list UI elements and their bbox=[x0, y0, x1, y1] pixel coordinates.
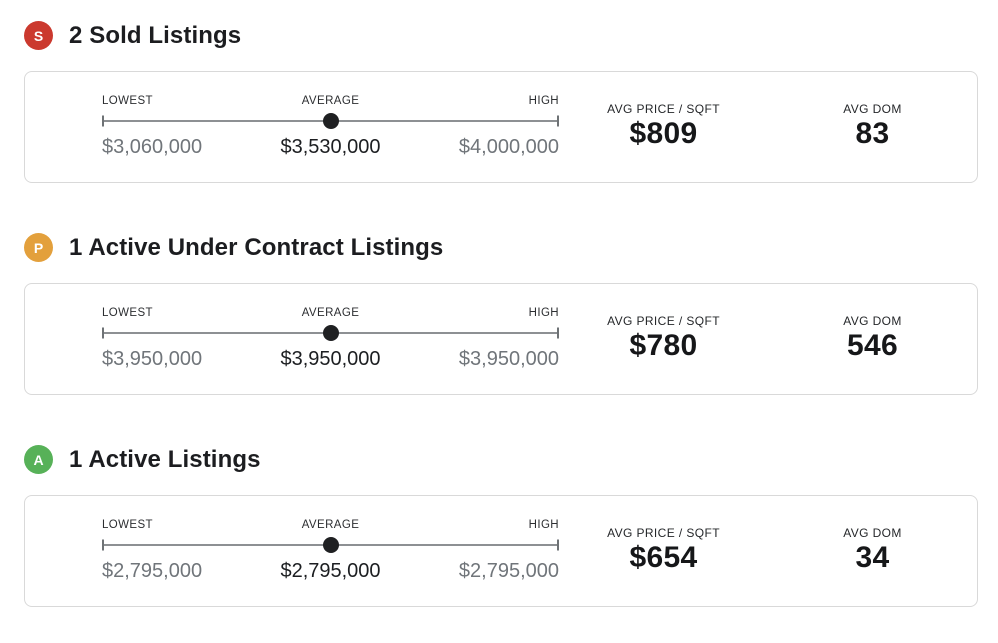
average-marker-dot bbox=[322, 112, 339, 129]
avg-dom-value: 34 bbox=[855, 540, 890, 574]
avg-price-sqft-stat: AVG PRICE / SQFT $809 bbox=[559, 102, 768, 153]
track-start-tick bbox=[102, 539, 104, 550]
avg-price-sqft-label: AVG PRICE / SQFT bbox=[607, 313, 720, 328]
lowest-label: LOWEST bbox=[102, 94, 153, 107]
sold-price-range-slider: LOWEST AVERAGE HIGH $3,060,000 $3,530,00… bbox=[102, 95, 559, 160]
sold-status-badge-icon: S bbox=[24, 21, 53, 50]
avg-price-sqft-value: $654 bbox=[629, 540, 698, 574]
active-section-header: A 1 Active Listings bbox=[24, 445, 978, 474]
active-under-contract-section: P 1 Active Under Contract Listings LOWES… bbox=[24, 233, 978, 395]
average-value: $2,795,000 bbox=[280, 559, 381, 582]
average-marker-dot bbox=[322, 536, 339, 553]
avg-price-sqft-label: AVG PRICE / SQFT bbox=[607, 101, 720, 116]
avg-price-sqft-value: $809 bbox=[629, 116, 698, 150]
range-track bbox=[102, 112, 559, 129]
avg-price-sqft-stat: AVG PRICE / SQFT $780 bbox=[559, 314, 768, 365]
avg-price-sqft-value: $780 bbox=[629, 328, 698, 362]
active-section-title: 1 Active Listings bbox=[69, 445, 261, 473]
avg-dom-label: AVG DOM bbox=[843, 313, 902, 328]
average-value: $3,530,000 bbox=[280, 135, 381, 158]
track-end-tick bbox=[557, 115, 559, 126]
high-label: HIGH bbox=[528, 518, 559, 531]
avg-price-sqft-stat: AVG PRICE / SQFT $654 bbox=[559, 526, 768, 577]
lowest-value: $3,060,000 bbox=[102, 135, 203, 158]
range-values-row: $2,795,000 $2,795,000 $2,795,000 bbox=[102, 560, 559, 584]
track-start-tick bbox=[102, 115, 104, 126]
pending-summary-card: LOWEST AVERAGE HIGH $3,950,000 $3,950,00… bbox=[24, 283, 978, 395]
range-labels-row: LOWEST AVERAGE HIGH bbox=[102, 95, 559, 109]
high-value: $4,000,000 bbox=[458, 135, 559, 158]
avg-dom-value: 83 bbox=[855, 116, 890, 150]
average-label: AVERAGE bbox=[301, 518, 360, 531]
range-labels-row: LOWEST AVERAGE HIGH bbox=[102, 519, 559, 533]
active-price-range-slider: LOWEST AVERAGE HIGH $2,795,000 $2,795,00… bbox=[102, 519, 559, 584]
active-listings-section: A 1 Active Listings LOWEST AVERAGE HIGH … bbox=[24, 445, 978, 607]
sold-summary-card: LOWEST AVERAGE HIGH $3,060,000 $3,530,00… bbox=[24, 71, 978, 183]
avg-dom-value: 546 bbox=[847, 328, 898, 362]
average-marker-dot bbox=[322, 324, 339, 341]
high-label: HIGH bbox=[528, 94, 559, 107]
range-values-row: $3,950,000 $3,950,000 $3,950,000 bbox=[102, 348, 559, 372]
track-start-tick bbox=[102, 327, 104, 338]
pending-section-title: 1 Active Under Contract Listings bbox=[69, 233, 444, 261]
high-value: $3,950,000 bbox=[458, 347, 559, 370]
pending-status-badge-icon: P bbox=[24, 233, 53, 262]
track-end-tick bbox=[557, 539, 559, 550]
sold-section-title: 2 Sold Listings bbox=[69, 21, 242, 49]
avg-dom-stat: AVG DOM 34 bbox=[768, 526, 977, 577]
pending-price-range-slider: LOWEST AVERAGE HIGH $3,950,000 $3,950,00… bbox=[102, 307, 559, 372]
average-label: AVERAGE bbox=[301, 306, 360, 319]
lowest-value: $3,950,000 bbox=[102, 347, 203, 370]
track-end-tick bbox=[557, 327, 559, 338]
avg-price-sqft-label: AVG PRICE / SQFT bbox=[607, 525, 720, 540]
range-track bbox=[102, 324, 559, 341]
lowest-label: LOWEST bbox=[102, 518, 153, 531]
range-values-row: $3,060,000 $3,530,000 $4,000,000 bbox=[102, 136, 559, 160]
range-track bbox=[102, 536, 559, 553]
sold-section-header: S 2 Sold Listings bbox=[24, 21, 978, 50]
range-labels-row: LOWEST AVERAGE HIGH bbox=[102, 307, 559, 321]
pending-section-header: P 1 Active Under Contract Listings bbox=[24, 233, 978, 262]
active-status-badge-icon: A bbox=[24, 445, 53, 474]
high-label: HIGH bbox=[528, 306, 559, 319]
sold-listings-section: S 2 Sold Listings LOWEST AVERAGE HIGH $3… bbox=[24, 21, 978, 183]
avg-dom-stat: AVG DOM 546 bbox=[768, 314, 977, 365]
avg-dom-label: AVG DOM bbox=[843, 525, 902, 540]
avg-dom-stat: AVG DOM 83 bbox=[768, 102, 977, 153]
avg-dom-label: AVG DOM bbox=[843, 101, 902, 116]
average-value: $3,950,000 bbox=[280, 347, 381, 370]
average-label: AVERAGE bbox=[301, 94, 360, 107]
high-value: $2,795,000 bbox=[458, 559, 559, 582]
lowest-label: LOWEST bbox=[102, 306, 153, 319]
lowest-value: $2,795,000 bbox=[102, 559, 203, 582]
active-summary-card: LOWEST AVERAGE HIGH $2,795,000 $2,795,00… bbox=[24, 495, 978, 607]
